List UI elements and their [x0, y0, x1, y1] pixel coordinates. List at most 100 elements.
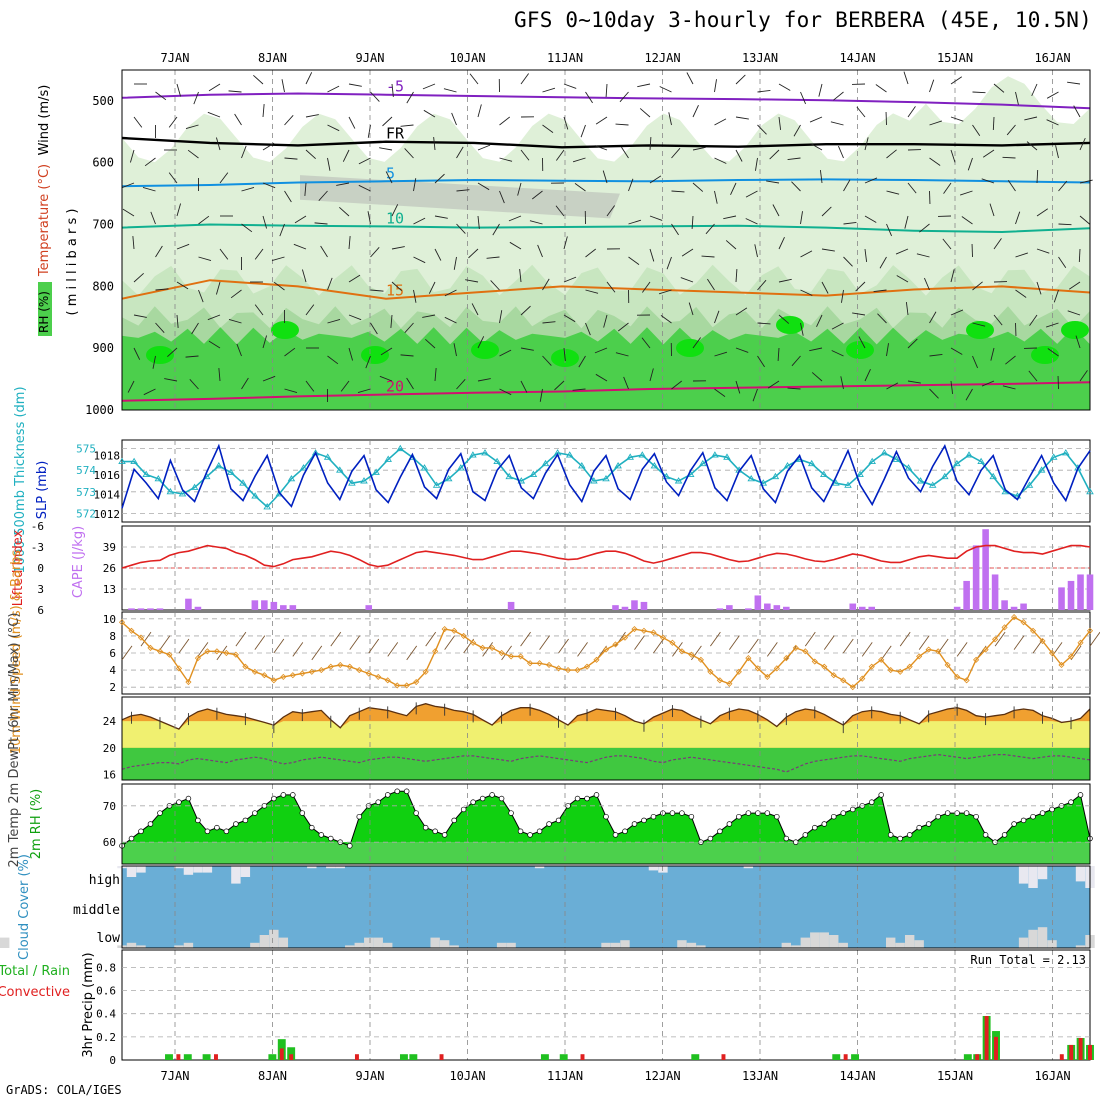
wind-barb [176, 203, 182, 217]
precip-convective-bar [580, 1054, 585, 1060]
wind-barb [1026, 141, 1038, 151]
wind-barb [189, 379, 199, 390]
rh2m-point [1077, 792, 1084, 798]
wind-barb [434, 368, 437, 382]
wind-barb [628, 178, 634, 192]
wind-barb [929, 157, 941, 166]
wind-speed-point [878, 656, 885, 663]
wind-barb [444, 289, 457, 297]
wind-barb [959, 190, 973, 196]
wind-barb [517, 182, 522, 196]
wind-barb [155, 245, 163, 258]
cape-bar [726, 605, 733, 610]
wind-speed-point [707, 668, 714, 675]
wind-barb [843, 256, 853, 267]
wind-barb [542, 124, 554, 134]
cloud-low-bar [496, 942, 507, 948]
rh2m-point [413, 810, 419, 816]
rh2m-point [441, 832, 448, 838]
wind-speed-point [764, 673, 771, 680]
rh2m-point [831, 813, 837, 820]
wind-axis-label: Wind (m/s) [37, 85, 52, 156]
wind-barb [658, 289, 672, 295]
lifted-tick: 3 [37, 583, 44, 596]
rh2m-point [1011, 821, 1017, 827]
wind-barb [787, 157, 801, 161]
cloud-low-bar [345, 945, 355, 948]
wind-barb [271, 256, 285, 262]
cloud-low-bar [829, 935, 839, 948]
wind-barb [594, 145, 608, 151]
wind-barb [208, 340, 221, 349]
wind-barb [981, 178, 995, 184]
wind-barb [831, 322, 844, 330]
wind-speed-point [318, 667, 325, 674]
wind-speed-point [906, 663, 913, 670]
wind-barb [833, 91, 844, 101]
wind10m-axis-label: 10m Wind Speed (m/s) & Barbs [9, 549, 24, 754]
wind-barb [469, 73, 479, 85]
wind-barb [542, 355, 552, 366]
cloud-level-label: low [97, 931, 121, 946]
wind-barb [477, 182, 490, 191]
wind-barb [691, 215, 694, 229]
wind-barb [950, 309, 964, 316]
cloud-high-gap [307, 866, 317, 869]
wind-barb [649, 175, 662, 184]
rh2m-point [309, 824, 315, 831]
wind-barb [304, 182, 307, 196]
wind-barb [327, 355, 339, 365]
wind-barb [671, 223, 679, 236]
cloud-high-gap [231, 866, 241, 884]
wind-speed-point [802, 648, 809, 655]
wind-barb [456, 379, 466, 390]
wind-barb [228, 318, 242, 324]
thickness-point [699, 459, 707, 467]
lifted-index-line [121, 544, 1091, 569]
wind-speed-point [527, 660, 534, 667]
cloud-high-gap [174, 866, 184, 869]
wind-barb [453, 256, 457, 270]
thickness-point [505, 472, 513, 480]
wind-speed-point [716, 677, 723, 684]
wind-barb [413, 217, 426, 225]
rh2m-point [802, 832, 809, 838]
thickness-point [215, 462, 223, 469]
rh-base-fill [122, 842, 1090, 864]
cloud-low-bar [819, 932, 829, 948]
wind-barb [339, 206, 350, 217]
wind-barb-10m [710, 631, 721, 647]
bottom-date-label: 15JAN [937, 1069, 973, 1083]
isotherm-label: 5 [386, 164, 395, 182]
precip-total-bar [287, 1047, 296, 1060]
wind-barb [752, 388, 758, 402]
cloud-low-bar [1028, 929, 1038, 948]
cape-bar [754, 595, 762, 610]
thickness-axis-label: 1000-500mb Thickness (dm) [13, 386, 28, 573]
rh2m-point [384, 792, 391, 798]
rh2m-point [679, 810, 685, 816]
wind-barb [879, 256, 887, 269]
thickness-point [916, 477, 925, 484]
pressure-tick: 600 [92, 156, 114, 170]
precip-convective-bar [1059, 1054, 1064, 1060]
wind-barb [649, 215, 663, 221]
cape-bar [631, 600, 638, 610]
cloud-high-gap [202, 866, 213, 873]
precip-convective-bar [439, 1054, 444, 1060]
wind-speed-point [517, 653, 524, 660]
precip-total-bar [851, 1054, 860, 1060]
thickness-point [469, 451, 477, 458]
isotherm-line [121, 136, 1091, 149]
wind-barb [606, 281, 616, 293]
wind-barb [406, 91, 414, 104]
wind-barb [1036, 169, 1039, 184]
wind-barb [167, 347, 178, 358]
wind-speed-point [242, 663, 249, 670]
wind-barb [563, 347, 566, 361]
wind-barb [1015, 211, 1021, 225]
temp2m-axis-label: 2m Temp 2m DewPt (6hr Min/Max) (°C) [7, 613, 22, 868]
wind-speed-point [384, 677, 391, 684]
thickness-point [336, 466, 344, 473]
top-date-label: 14JAN [839, 51, 875, 65]
